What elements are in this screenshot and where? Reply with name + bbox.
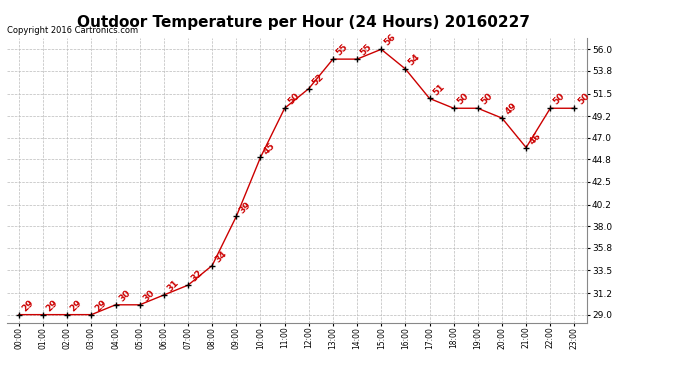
Text: 50: 50 xyxy=(286,92,301,107)
Text: Outdoor Temperature per Hour (24 Hours) 20160227: Outdoor Temperature per Hour (24 Hours) … xyxy=(77,15,530,30)
Text: 29: 29 xyxy=(21,298,36,313)
Text: 29: 29 xyxy=(93,298,108,313)
Text: 32: 32 xyxy=(190,268,205,284)
Text: 30: 30 xyxy=(141,288,156,303)
Text: 46: 46 xyxy=(528,131,543,146)
Text: 56: 56 xyxy=(383,33,398,48)
Text: 49: 49 xyxy=(504,101,519,117)
Text: 30: 30 xyxy=(117,288,132,303)
Text: 29: 29 xyxy=(69,298,84,313)
Text: 50: 50 xyxy=(455,92,470,107)
Text: 50: 50 xyxy=(552,92,566,107)
Text: 55: 55 xyxy=(335,42,350,58)
Text: 52: 52 xyxy=(310,72,326,87)
Text: 54: 54 xyxy=(407,52,422,68)
Text: 55: 55 xyxy=(359,42,374,58)
Text: 51: 51 xyxy=(431,82,446,97)
Text: 39: 39 xyxy=(238,200,253,215)
Text: 45: 45 xyxy=(262,141,277,156)
Text: 50: 50 xyxy=(576,92,591,107)
Text: 29: 29 xyxy=(45,298,60,313)
Text: Copyright 2016 Cartronics.com: Copyright 2016 Cartronics.com xyxy=(7,26,138,35)
Text: 34: 34 xyxy=(214,249,229,264)
Text: Temperature (°F): Temperature (°F) xyxy=(593,27,687,37)
Text: 31: 31 xyxy=(166,278,181,294)
Text: 50: 50 xyxy=(480,92,494,107)
